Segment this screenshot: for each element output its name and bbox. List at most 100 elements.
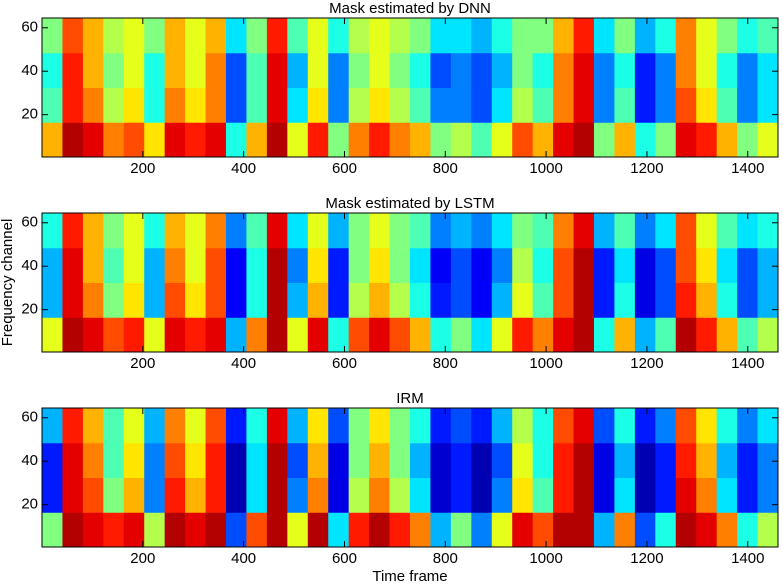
heatmap-cell xyxy=(164,213,186,249)
heatmap-cell xyxy=(287,213,309,249)
heatmap-cell xyxy=(164,87,186,123)
heatmap-cell xyxy=(266,408,288,444)
heatmap-cell xyxy=(144,213,166,249)
y-tick-label: 60 xyxy=(21,19,38,36)
heatmap-cell xyxy=(634,282,656,318)
heatmap-cell xyxy=(144,442,166,478)
heatmap-cell xyxy=(471,52,493,88)
heatmap-cell xyxy=(573,282,595,318)
heatmap-cell xyxy=(675,247,697,283)
heatmap-cell xyxy=(675,512,697,548)
heatmap-cell xyxy=(82,52,104,88)
heatmap-cell xyxy=(123,408,145,444)
heatmap-cell xyxy=(675,122,697,158)
heatmap-cell xyxy=(369,408,391,444)
heatmap-cell xyxy=(757,122,779,158)
heatmap-cell xyxy=(614,317,636,353)
heatmap-cell xyxy=(185,247,207,283)
heatmap-cell xyxy=(266,282,288,318)
heatmap-cell xyxy=(307,317,329,353)
heatmap-cell xyxy=(266,52,288,88)
chart-title: Mask estimated by LSTM xyxy=(325,195,494,212)
heatmap-cell xyxy=(328,442,350,478)
heatmap-cell xyxy=(164,18,186,54)
heatmap-cell xyxy=(430,442,452,478)
heatmap-cell xyxy=(246,52,268,88)
heatmap-cell xyxy=(205,512,227,548)
heatmap-cell xyxy=(532,408,554,444)
heatmap-cell xyxy=(42,247,63,283)
heatmap-cell xyxy=(491,317,513,353)
heatmap-cell xyxy=(757,213,779,249)
heatmap-cell xyxy=(123,18,145,54)
heatmap-cell xyxy=(737,317,759,353)
heatmap-cell xyxy=(369,122,391,158)
heatmap-cell xyxy=(614,122,636,158)
heatmap-cell xyxy=(675,408,697,444)
x-tick-label: 200 xyxy=(130,355,155,372)
heatmap-cell xyxy=(410,512,431,548)
heatmap-cell xyxy=(226,512,247,548)
heatmap-cell xyxy=(266,18,288,54)
heatmap-cell xyxy=(82,408,104,444)
heatmap-cell xyxy=(389,247,411,283)
heatmap-cell xyxy=(246,122,268,158)
heatmap-cell xyxy=(675,442,697,478)
heatmap-cell xyxy=(62,122,84,158)
heatmap-cell xyxy=(144,282,166,318)
heatmap-cell xyxy=(450,477,472,513)
heatmap-cell xyxy=(757,52,779,88)
heatmap-cell xyxy=(573,408,595,444)
heatmap-cell xyxy=(348,282,370,318)
heatmap-cell xyxy=(675,317,697,353)
heatmap-cell xyxy=(42,122,63,158)
heatmap-cell xyxy=(450,408,472,444)
heatmap-cell xyxy=(42,87,63,123)
heatmap-cell xyxy=(389,408,411,444)
heatmap-cell xyxy=(185,282,207,318)
heatmap-cell xyxy=(573,87,595,123)
heatmap-cell xyxy=(573,317,595,353)
x-axis-label: Time frame xyxy=(372,568,447,585)
heatmap-cell xyxy=(716,477,738,513)
heatmap-cell xyxy=(430,247,452,283)
heatmap-cell xyxy=(123,247,145,283)
heatmap-cell xyxy=(328,247,350,283)
heatmap-cell xyxy=(532,512,554,548)
heatmap-cell xyxy=(696,18,718,54)
heatmap-cell xyxy=(185,408,207,444)
heatmap-cell xyxy=(634,408,656,444)
heatmap-cell xyxy=(369,213,391,249)
heatmap-cell xyxy=(266,317,288,353)
y-tick-label: 60 xyxy=(21,214,38,231)
heatmap-cell xyxy=(226,213,247,249)
heatmap-cell xyxy=(42,52,63,88)
heatmap-cell xyxy=(757,18,779,54)
heatmap-cell xyxy=(553,87,575,123)
heatmap-cell xyxy=(62,477,84,513)
x-tick-label: 1000 xyxy=(529,160,562,177)
heatmap-cell xyxy=(614,442,636,478)
heatmap-cell xyxy=(185,122,207,158)
heatmap-cell xyxy=(103,317,125,353)
heatmap-cell xyxy=(328,122,350,158)
heatmap-cell xyxy=(287,18,309,54)
heatmap-cell xyxy=(307,442,329,478)
heatmap-cell xyxy=(614,477,636,513)
heatmap-cell xyxy=(328,477,350,513)
heatmap-cell xyxy=(266,122,288,158)
heatmap-cell xyxy=(266,213,288,249)
heatmap-cell xyxy=(532,247,554,283)
heatmap-cell xyxy=(307,87,329,123)
heatmap-cell xyxy=(450,213,472,249)
x-tick-label: 200 xyxy=(130,160,155,177)
heatmap-cell xyxy=(348,317,370,353)
heatmap-cell xyxy=(82,477,104,513)
heatmap-cell xyxy=(123,317,145,353)
heatmap-cell xyxy=(757,477,779,513)
heatmap-cell xyxy=(266,442,288,478)
heatmap-cell xyxy=(348,512,370,548)
heatmap-cell xyxy=(389,317,411,353)
heatmap-cell xyxy=(553,247,575,283)
heatmap-cell xyxy=(450,247,472,283)
